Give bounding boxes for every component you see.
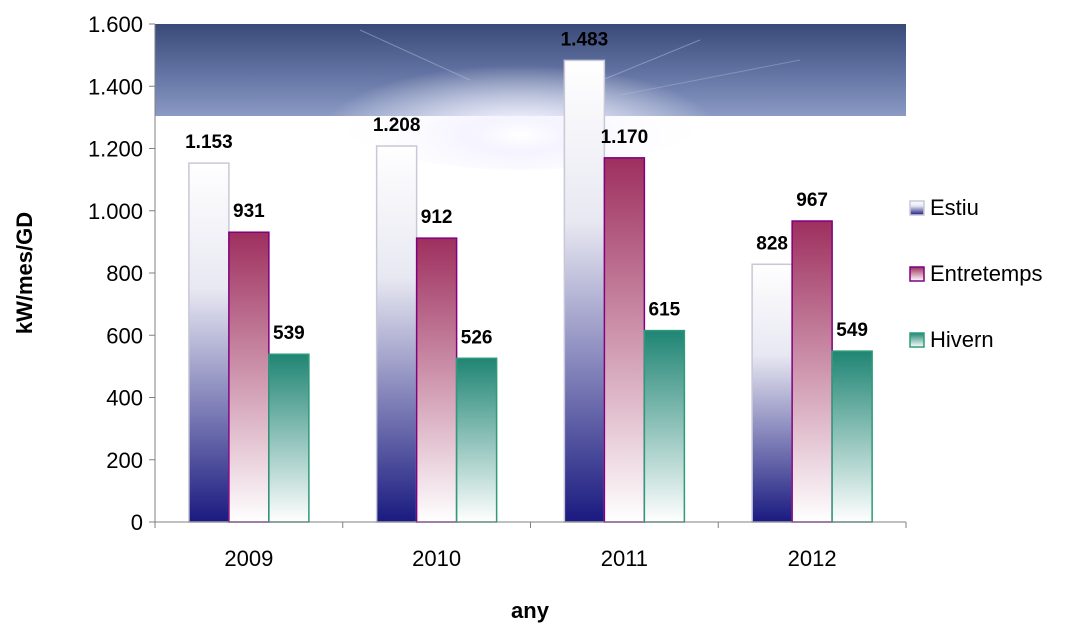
data-label-estiu-2009: 1.153 bbox=[185, 132, 233, 153]
x-tick-label: 2009 bbox=[224, 546, 273, 571]
data-label-hivern-2010: 526 bbox=[461, 327, 493, 348]
legend-item-entretemps: Entretemps bbox=[909, 261, 1043, 286]
bar-hivern-2012 bbox=[831, 350, 873, 523]
bar-estiu-2011 bbox=[563, 59, 606, 523]
x-tick-label: 2010 bbox=[412, 546, 461, 571]
data-labels: 1.153 1.208 1.483 828 931 912 1.170 967 539 526 61… bbox=[185, 29, 868, 348]
y-axis-ticks: 0 200 400 600 800 1.000 1.200 1.400 1.600 bbox=[88, 12, 155, 535]
x-axis-ticks: 2009 2010 2011 2012 bbox=[154, 522, 907, 571]
y-axis-title: kW/mes/GD bbox=[12, 212, 37, 334]
sky-background bbox=[155, 24, 906, 170]
legend-swatch bbox=[909, 332, 925, 348]
bar-entretemps-2010 bbox=[415, 237, 458, 523]
y-tick-label: 1.000 bbox=[88, 199, 143, 224]
data-label-estiu-2011: 1.483 bbox=[561, 29, 609, 50]
bar-entretemps-2011 bbox=[603, 157, 646, 523]
legend-label: Entretemps bbox=[930, 261, 1043, 286]
data-label-entretemps-2012: 967 bbox=[796, 190, 828, 211]
y-tick-label: 400 bbox=[106, 386, 143, 411]
x-tick-label: 2011 bbox=[601, 546, 648, 571]
bar-entretemps-2009 bbox=[228, 231, 270, 523]
y-tick-label: 1.400 bbox=[88, 74, 143, 99]
legend-swatch bbox=[909, 266, 925, 282]
legend-label: Estiu bbox=[930, 195, 979, 220]
data-label-entretemps-2010: 912 bbox=[421, 207, 453, 228]
bar-estiu-2009 bbox=[188, 162, 230, 523]
bar-estiu-2010 bbox=[375, 145, 418, 523]
data-label-hivern-2012: 549 bbox=[836, 320, 868, 341]
data-label-entretemps-2009: 931 bbox=[233, 201, 265, 222]
data-label-hivern-2011: 615 bbox=[649, 300, 681, 321]
y-tick-label: 1.200 bbox=[88, 137, 143, 162]
data-label-entretemps-2011: 1.170 bbox=[601, 127, 649, 148]
y-tick-label: 800 bbox=[106, 261, 143, 286]
bar-entretemps-2012 bbox=[791, 220, 833, 523]
bar-estiu-2012 bbox=[751, 263, 793, 523]
legend-item-hivern: Hivern bbox=[909, 327, 994, 352]
data-label-estiu-2012: 828 bbox=[756, 233, 788, 254]
y-tick-label: 1.600 bbox=[88, 12, 143, 37]
bar-hivern-2010 bbox=[455, 357, 498, 523]
y-tick-label: 0 bbox=[131, 510, 143, 535]
data-label-estiu-2010: 1.208 bbox=[373, 115, 421, 136]
legend-label: Hivern bbox=[930, 327, 994, 352]
x-tick-label: 2012 bbox=[788, 546, 837, 571]
data-label-hivern-2009: 539 bbox=[273, 323, 305, 344]
legend-item-estiu: Estiu bbox=[909, 195, 979, 220]
x-axis-title: any bbox=[511, 598, 550, 623]
legend: Estiu Entretemps Hivern bbox=[909, 195, 1043, 352]
y-tick-label: 600 bbox=[106, 323, 143, 348]
bar-hivern-2011 bbox=[643, 329, 686, 523]
legend-swatch bbox=[909, 200, 925, 216]
bar-hivern-2009 bbox=[268, 353, 310, 523]
y-tick-label: 200 bbox=[106, 448, 143, 473]
bars-group bbox=[188, 59, 873, 523]
